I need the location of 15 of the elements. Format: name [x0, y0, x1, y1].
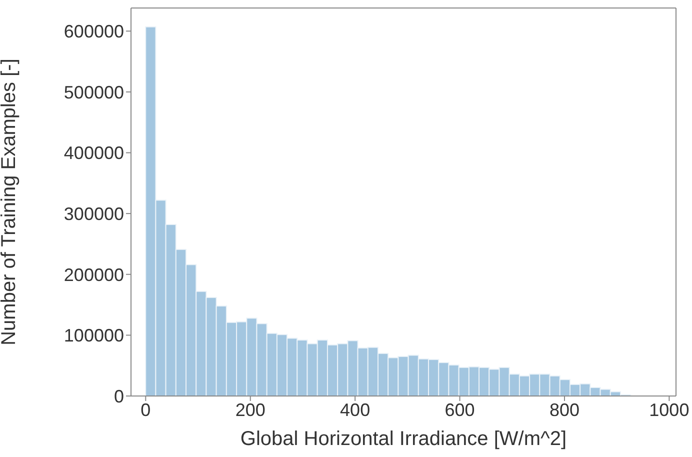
y-axis-title: Number of Training Examples [-]: [0, 58, 20, 346]
x-tick-label: 1000: [649, 400, 690, 420]
x-axis-title: Global Horizontal Irradiance [W/m^2]: [240, 428, 567, 450]
y-tick-label: 0: [114, 386, 124, 406]
x-tick-label: 800: [549, 400, 580, 420]
y-tick-label: 100000: [64, 326, 124, 346]
x-tick-label: 200: [235, 400, 266, 420]
x-tick-label: 600: [444, 400, 475, 420]
y-tick-label: 500000: [64, 82, 124, 102]
y-tick-label: 600000: [64, 22, 124, 42]
x-tick-label: 0: [140, 400, 151, 420]
y-tick-label: 400000: [64, 143, 124, 164]
x-tick-label: 400: [340, 400, 370, 420]
y-tick-label: 300000: [64, 204, 124, 224]
y-tick-label: 200000: [64, 264, 124, 285]
